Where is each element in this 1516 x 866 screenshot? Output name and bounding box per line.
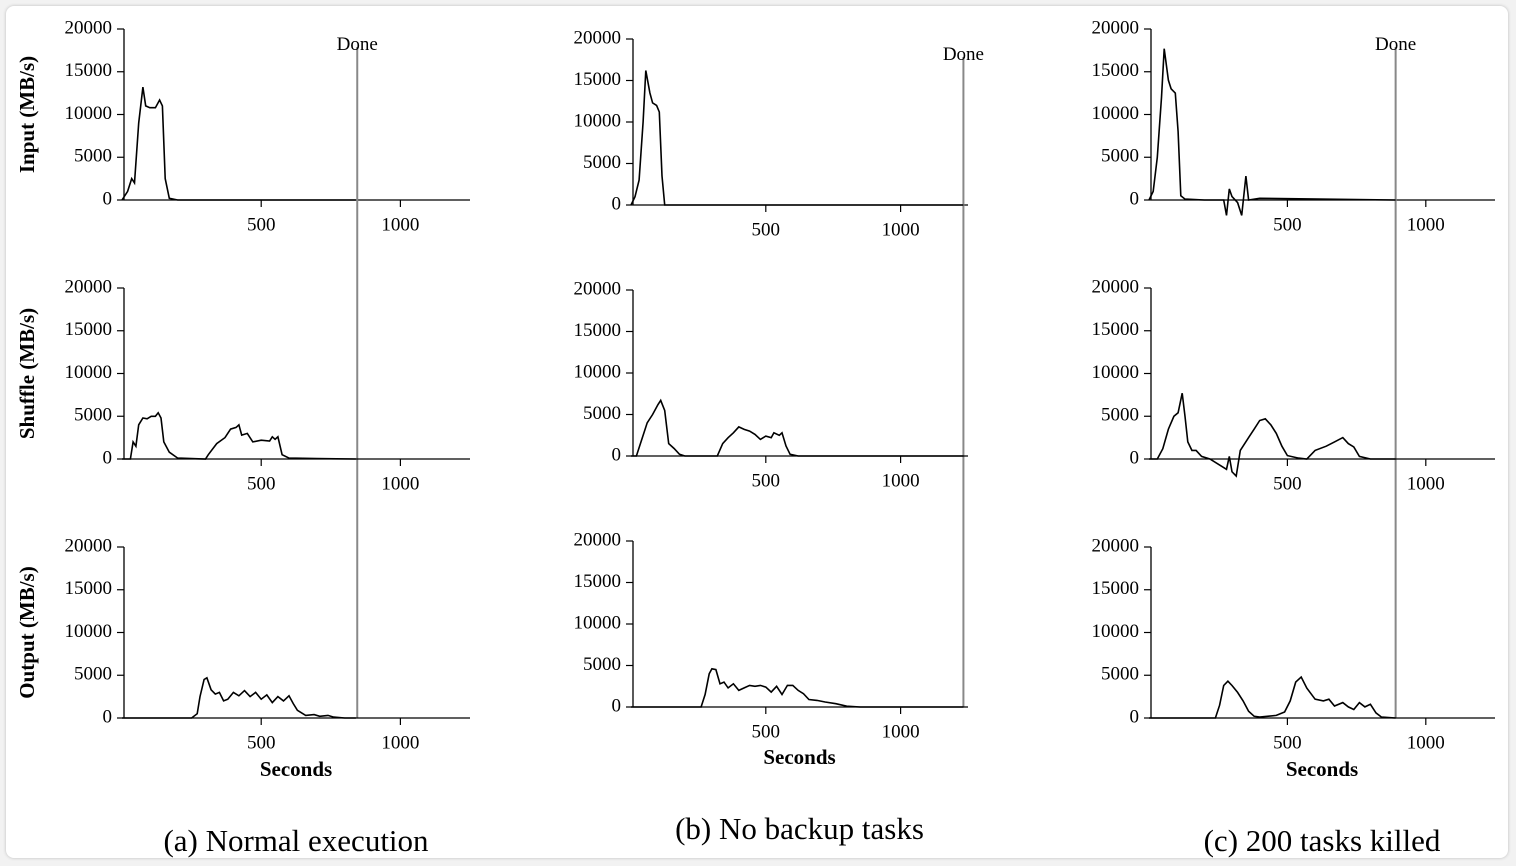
y-tick-label: 10000 (574, 612, 622, 633)
y-tick-label: 15000 (65, 578, 113, 599)
x-tick-label: 1000 (1407, 473, 1445, 494)
x-tick-label: 1000 (882, 470, 920, 491)
y-tick-label: 10000 (574, 361, 622, 382)
data-line (631, 398, 964, 457)
x-axis-label: Seconds (260, 757, 332, 781)
x-tick-label: 500 (247, 214, 276, 235)
y-tick-label: 0 (103, 447, 113, 468)
y-tick-label: 0 (1130, 706, 1140, 727)
y-tick-label: 15000 (574, 320, 622, 341)
y-tick-label: 20000 (65, 276, 113, 297)
y-tick-label: 10000 (1092, 621, 1140, 642)
y-tick-label: 0 (612, 695, 622, 716)
y-tick-label: 5000 (74, 405, 112, 426)
y-tick-label: 15000 (1092, 60, 1140, 81)
x-tick-label: 500 (1273, 732, 1302, 753)
x-tick-label: 500 (247, 732, 276, 753)
data-line (630, 70, 964, 206)
y-tick-label: 5000 (1101, 146, 1139, 167)
y-tick-label: 0 (612, 444, 622, 465)
y-tick-label: 15000 (1092, 578, 1140, 599)
y-tick-label: 5000 (583, 654, 621, 675)
y-tick-label: 10000 (1092, 103, 1140, 124)
data-line (631, 667, 964, 708)
y-tick-label: 5000 (74, 146, 112, 167)
y-tick-label: 5000 (1101, 664, 1139, 685)
y-tick-label: 10000 (65, 621, 113, 642)
x-tick-label: 500 (1273, 214, 1302, 235)
caption: (c) 200 tasks killed (1204, 823, 1441, 858)
y-tick-label: 10000 (65, 362, 113, 383)
y-axis-label: Output (MB/s) (15, 566, 39, 698)
y-tick-label: 20000 (574, 278, 622, 299)
y-tick-label: 15000 (1092, 319, 1140, 340)
y-tick-label: 5000 (583, 403, 621, 424)
y-tick-label: 10000 (65, 103, 113, 124)
y-tick-label: 0 (1130, 188, 1140, 209)
x-tick-label: 1000 (381, 214, 419, 235)
data-line (1148, 48, 1396, 216)
y-tick-label: 15000 (574, 69, 622, 90)
caption: (a) Normal execution (163, 823, 429, 858)
y-tick-label: 0 (612, 193, 622, 214)
y-tick-label: 15000 (65, 319, 113, 340)
x-tick-label: 1000 (882, 721, 920, 742)
x-tick-label: 500 (247, 473, 276, 494)
x-tick-label: 500 (1273, 473, 1302, 494)
y-axis-label: Shuffle (MB/s) (15, 308, 39, 439)
done-label: Done (943, 44, 984, 65)
y-tick-label: 20000 (574, 27, 622, 48)
done-label: Done (337, 34, 378, 55)
x-tick-label: 1000 (1407, 214, 1445, 235)
y-tick-label: 5000 (583, 152, 621, 173)
y-tick-label: 20000 (65, 535, 113, 556)
x-tick-label: 1000 (1407, 732, 1445, 753)
y-tick-label: 5000 (74, 664, 112, 685)
data-line (1149, 675, 1396, 719)
x-tick-label: 500 (752, 219, 781, 240)
y-tick-label: 15000 (65, 60, 113, 81)
y-tick-label: 20000 (65, 17, 113, 38)
y-tick-label: 0 (103, 188, 113, 209)
x-tick-label: 500 (752, 470, 781, 491)
y-tick-label: 0 (103, 706, 113, 727)
y-tick-label: 10000 (1092, 362, 1140, 383)
data-line (122, 411, 356, 460)
y-tick-label: 15000 (574, 571, 622, 592)
done-label: Done (1375, 34, 1416, 55)
data-line (1149, 393, 1396, 478)
data-line (121, 86, 356, 201)
y-tick-label: 20000 (1092, 17, 1140, 38)
y-tick-label: 20000 (1092, 535, 1140, 556)
y-tick-label: 0 (1130, 447, 1140, 468)
data-line (122, 676, 356, 719)
x-tick-label: 1000 (882, 219, 920, 240)
y-tick-label: 10000 (574, 110, 622, 131)
y-tick-label: 20000 (574, 529, 622, 550)
x-tick-label: 1000 (381, 732, 419, 753)
y-axis-label: Input (MB/s) (15, 56, 39, 173)
caption: (b) No backup tasks (675, 811, 924, 846)
y-tick-label: 5000 (1101, 405, 1139, 426)
x-tick-label: 500 (752, 721, 781, 742)
x-axis-label: Seconds (1286, 757, 1358, 781)
x-axis-label: Seconds (763, 745, 835, 769)
x-tick-label: 1000 (381, 473, 419, 494)
y-tick-label: 20000 (1092, 276, 1140, 297)
